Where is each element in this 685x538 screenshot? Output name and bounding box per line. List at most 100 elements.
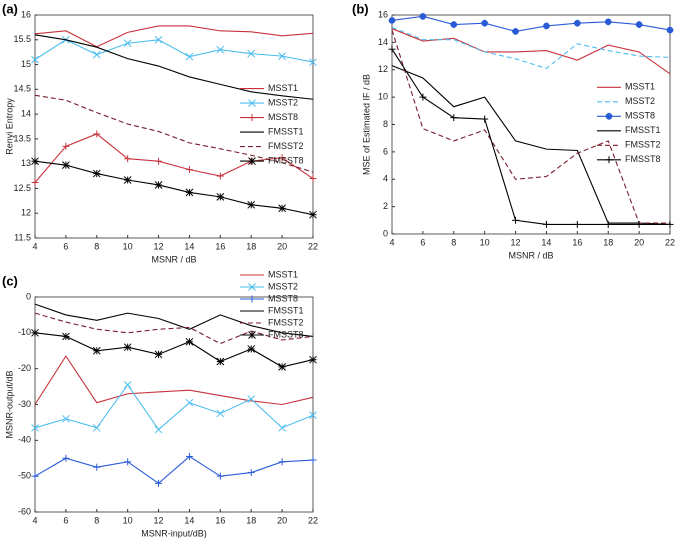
- series-line: [391, 26, 671, 69]
- marker-stroke: [247, 395, 256, 403]
- series-line: [391, 65, 671, 225]
- panel-label: (a): [2, 1, 18, 16]
- point-marker: [123, 343, 132, 352]
- point-marker: [31, 55, 39, 64]
- x-tick-label: 4: [389, 237, 394, 247]
- x-tick-label: 16: [215, 515, 225, 525]
- point-marker: [278, 458, 286, 466]
- point-marker: [309, 210, 317, 219]
- point-marker: [216, 409, 225, 418]
- point-marker: [93, 130, 101, 138]
- series-line: [34, 455, 314, 485]
- x-axis-label: MSNR / dB: [151, 254, 196, 264]
- y-tick-label: 12: [378, 64, 388, 74]
- y-tick-label: 15.5: [13, 34, 31, 44]
- y-tick-label: 0: [383, 228, 388, 238]
- x-tick-label: 4: [32, 515, 37, 525]
- point-marker: [666, 26, 674, 34]
- legend-label: MSST1: [268, 269, 298, 279]
- point-marker: [481, 115, 489, 123]
- legend-label: MSST2: [268, 97, 298, 107]
- x-tick-label: 20: [634, 237, 644, 247]
- legend-marker: [248, 295, 256, 303]
- legend-marker: [248, 99, 256, 107]
- series-line: [34, 94, 314, 173]
- point-marker: [31, 472, 39, 480]
- legend-marker: [605, 156, 613, 164]
- point-marker: [92, 346, 101, 355]
- marker-dot: [574, 19, 581, 27]
- point-marker: [635, 220, 643, 228]
- x-tick-label: 22: [665, 237, 675, 247]
- legend-label: MSST8: [625, 111, 655, 121]
- x-tick-label: 6: [63, 515, 68, 525]
- point-marker: [278, 423, 286, 432]
- y-tick-label: -40: [18, 435, 31, 445]
- legend-label: FMSST8: [268, 155, 304, 165]
- x-axis-label: MSNR / dB: [508, 250, 553, 260]
- point-marker: [278, 52, 286, 60]
- marker-stroke: [216, 45, 225, 54]
- legend-label: FMSST1: [625, 125, 661, 135]
- x-tick-label: 8: [451, 237, 456, 247]
- x-tick-label: 14: [184, 515, 194, 525]
- point-marker: [573, 19, 581, 27]
- y-tick-label: 12: [21, 208, 31, 218]
- y-tick-label: 16: [21, 9, 31, 19]
- series-line: [34, 332, 314, 368]
- marker-stroke: [92, 423, 101, 432]
- series-line: [391, 48, 670, 225]
- marker-dot: [481, 19, 488, 27]
- marker-dot: [512, 28, 519, 35]
- x-tick-label: 10: [123, 515, 133, 525]
- y-tick-label: 13: [21, 158, 31, 168]
- legend-marker: [605, 112, 613, 120]
- point-marker: [62, 142, 70, 150]
- x-tick-label: 20: [277, 515, 287, 525]
- marker-stroke: [154, 425, 163, 434]
- marker-stroke: [185, 398, 194, 407]
- x-tick-label: 18: [603, 237, 613, 247]
- y-tick-label: 4: [383, 174, 388, 184]
- x-tick-label: 10: [123, 241, 133, 251]
- y-tick-label: 6: [383, 146, 388, 156]
- legend-label: FMSST1: [268, 305, 304, 315]
- point-marker: [666, 220, 674, 228]
- marker-stroke: [123, 380, 132, 389]
- point-marker: [62, 454, 70, 462]
- x-tick-label: 22: [308, 515, 318, 525]
- marker-dot: [543, 22, 550, 30]
- point-marker: [309, 456, 317, 464]
- series-line: [34, 383, 314, 431]
- marker-dot: [388, 17, 396, 24]
- point-marker: [62, 332, 70, 341]
- legend-label: FMSST2: [268, 317, 304, 327]
- point-marker: [388, 16, 396, 24]
- point-marker: [481, 19, 489, 27]
- point-marker: [216, 193, 225, 201]
- series-line: [391, 28, 671, 75]
- marker-dot: [450, 21, 458, 28]
- y-tick-label: 16: [378, 9, 388, 19]
- point-marker: [92, 423, 101, 432]
- point-marker: [247, 469, 255, 477]
- point-marker: [512, 27, 520, 35]
- point-marker: [388, 45, 396, 53]
- x-tick-label: 12: [511, 237, 521, 247]
- point-marker: [512, 216, 520, 224]
- x-tick-label: 18: [246, 241, 256, 251]
- x-tick-label: 16: [215, 241, 225, 251]
- x-tick-label: 14: [541, 237, 551, 247]
- point-marker: [216, 172, 224, 180]
- x-tick-label: 14: [184, 241, 194, 251]
- y-axis-label: MSNR-output/dB: [4, 370, 14, 438]
- point-marker: [309, 411, 317, 420]
- point-marker: [185, 398, 194, 407]
- point-marker: [123, 176, 132, 184]
- point-marker: [309, 175, 317, 183]
- point-marker: [216, 472, 224, 480]
- marker-stroke: [278, 52, 286, 60]
- marker-stroke: [31, 55, 39, 64]
- legend-label: FMSST8: [268, 329, 304, 339]
- x-tick-label: 12: [154, 515, 164, 525]
